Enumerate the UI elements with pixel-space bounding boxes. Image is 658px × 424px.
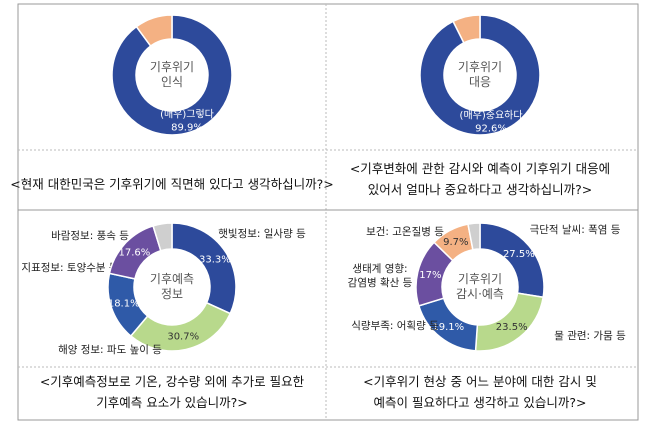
donut-hole (445, 40, 515, 110)
donut-hole (137, 40, 207, 110)
label: 햇빛정보: 일사량 등 (218, 227, 306, 240)
donut-segment (135, 14, 173, 48)
center-label: 대응 (469, 75, 491, 89)
label: 식량부족: 어획량 등 (351, 320, 439, 332)
donut-hole (135, 250, 209, 324)
question: 예측이 필요하다고 생각하고 있습니까?> (373, 395, 586, 410)
value-label: 89.9% (171, 123, 203, 134)
label: 물 관련: 가뭄 등 (554, 330, 626, 342)
center-label: 인식 (161, 75, 183, 89)
value-label: 17% (419, 270, 441, 281)
value-label: 18.1% (108, 298, 140, 309)
question: <기후예측정보로 기온, 강수량 외에 추가로 필요한 (40, 374, 305, 389)
value-label: 17.6% (119, 248, 151, 259)
label: 지표정보: 토양수분 등 (21, 262, 118, 274)
label: 생태계 영향: 감염병 확산 등 (348, 263, 413, 289)
donut-hole (443, 250, 517, 324)
value-label: 92.6% (475, 124, 507, 135)
center-label: 정보 (161, 287, 183, 301)
donut-segment (152, 222, 173, 252)
center-label: 기후위기 (458, 272, 502, 286)
data-label: (매우)중요하다 (460, 109, 523, 122)
donut-segment (111, 14, 233, 136)
label: 극단적 날씨: 폭염 등 (530, 224, 621, 236)
value-label: 33.3% (199, 254, 231, 265)
donut-segment (419, 14, 541, 136)
center-label: 기후위기 (458, 60, 502, 74)
center-label: 기후예측 (150, 272, 194, 286)
donut-segment (467, 222, 481, 251)
question: <기후변화에 관한 감시와 예측이 기후위기 대응에 (350, 161, 610, 176)
question: <기후위기 현상 중 어느 분야에 대한 감시 및 (363, 374, 597, 389)
donut-segment (171, 222, 237, 315)
table-border (17, 3, 639, 421)
donut-segment (452, 14, 481, 44)
question: <현재 대한민국은 기후위기에 직면해 있다고 생각하십니까?> (10, 177, 333, 192)
value-label: 27.5% (503, 249, 535, 260)
center-label: 감시·예측 (456, 287, 504, 301)
center-label: 기후위기 (150, 60, 194, 74)
value-label: 19.1% (432, 322, 464, 333)
question: 있어서 얼마나 중요하다고 생각하십니까?> (368, 182, 593, 197)
label: 해양 정보: 파도 높이 등 (58, 343, 162, 356)
question: 기후예측 요소가 있습니까?> (96, 395, 248, 410)
value-label: 30.7% (167, 332, 199, 343)
value-label: 9.7% (443, 237, 468, 248)
data-label: (매우)그렇다 (160, 108, 214, 121)
label: 바람정보: 풍속 등 (51, 229, 129, 242)
value-label: 23.5% (496, 322, 528, 333)
label: 보건: 고온질병 등 (366, 226, 444, 238)
